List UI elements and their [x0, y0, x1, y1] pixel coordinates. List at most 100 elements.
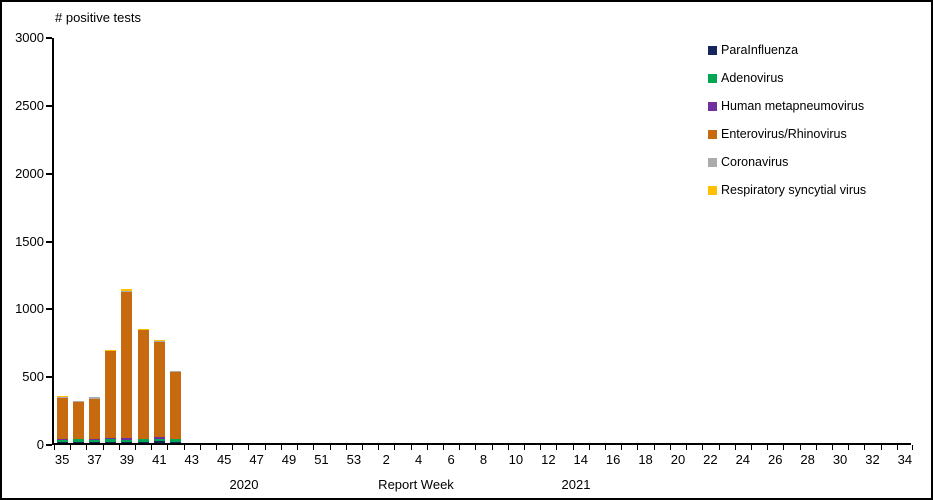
year-label-2021: 2021 — [561, 477, 591, 492]
legend-item-respiratory-syncytial-virus: Respiratory syncytial virus — [708, 176, 866, 204]
x-axis-tick — [880, 445, 882, 450]
x-axis-tick-label: 51 — [314, 452, 329, 467]
x-axis-tick-label: 14 — [573, 452, 588, 467]
bar-week-41 — [153, 339, 165, 443]
x-axis-tick — [410, 445, 412, 450]
legend-swatch-icon — [708, 157, 717, 167]
bar-segment-parainfluenza — [105, 441, 117, 443]
legend-label: ParaInfluenza — [721, 43, 799, 57]
x-axis-tick — [86, 445, 88, 450]
x-axis-tick — [442, 445, 444, 450]
x-axis-title: Report Week — [378, 477, 454, 492]
bar-segment-enterovirus-rhinovirus — [153, 341, 165, 438]
bar-segment-parainfluenza — [56, 441, 68, 443]
bar-segment-respiratory-syncytial-virus — [56, 396, 68, 397]
y-axis-tick — [46, 240, 52, 243]
x-axis-tick — [718, 445, 720, 450]
x-axis-tick — [799, 445, 801, 450]
x-axis-tick-label: 2 — [382, 452, 390, 467]
x-axis-tick-label: 35 — [54, 452, 70, 467]
x-axis-tick — [378, 445, 380, 450]
bar-segment-respiratory-syncytial-virus — [153, 339, 165, 341]
x-axis-tick — [475, 445, 477, 450]
x-axis-tick — [686, 445, 688, 450]
x-axis-tick-label: 45 — [216, 452, 232, 467]
x-axis-tick — [151, 445, 153, 450]
x-axis-tick — [216, 445, 218, 450]
bar-segment-parainfluenza — [170, 441, 182, 443]
bar-segment-coronavirus — [137, 329, 149, 331]
x-axis-tick-label: 28 — [800, 452, 815, 467]
x-axis-tick — [491, 445, 493, 450]
x-axis-tick — [297, 445, 299, 450]
y-axis-tick-label: 0 — [36, 437, 44, 452]
x-axis-tick-label: 34 — [897, 452, 913, 467]
x-axis-tick — [848, 445, 850, 450]
x-axis-tick — [815, 445, 817, 450]
x-axis-tick-label: 39 — [119, 452, 135, 467]
x-axis-tick-label: 30 — [832, 452, 848, 467]
legend-item-human-metapneumovirus: Human metapneumovirus — [708, 92, 866, 120]
x-axis-tick — [329, 445, 331, 450]
bar-segment-enterovirus-rhinovirus — [105, 351, 117, 439]
legend-label: Human metapneumovirus — [721, 99, 865, 113]
x-axis-tick-label: 20 — [670, 452, 686, 467]
legend-swatch-icon — [708, 101, 717, 111]
legend-label: Respiratory syncytial virus — [721, 183, 867, 197]
x-axis-tick — [361, 445, 363, 450]
x-axis-tick-label: 41 — [152, 452, 167, 467]
chart-title: # positive tests — [55, 10, 141, 25]
bar-segment-respiratory-syncytial-virus — [105, 349, 117, 351]
x-axis-tick-label: 32 — [865, 452, 880, 467]
x-axis-tick-label: 10 — [508, 452, 524, 467]
bar-week-39 — [121, 288, 133, 443]
legend-item-enterovirus-rhinovirus: Enterovirus/Rhinovirus — [708, 120, 866, 148]
bar-segment-coronavirus — [89, 397, 101, 399]
bar-segment-parainfluenza — [121, 441, 133, 443]
x-axis-tick-label: 6 — [447, 452, 455, 467]
x-axis-tick — [637, 445, 639, 450]
x-axis-tick — [750, 445, 752, 450]
bar-week-38 — [105, 349, 117, 443]
bar-week-36 — [72, 400, 84, 443]
x-axis-tick — [264, 445, 266, 450]
bar-segment-human-metapneumovirus — [121, 438, 133, 441]
x-axis-tick — [588, 445, 590, 450]
bar-segment-adenovirus — [56, 439, 68, 442]
x-axis-tick — [912, 445, 913, 450]
bar-segment-parainfluenza — [89, 441, 101, 443]
x-axis-tick — [556, 445, 558, 450]
bar-segment-enterovirus-rhinovirus — [72, 401, 84, 439]
legend-swatch-icon — [708, 73, 717, 83]
bar-week-37 — [89, 396, 101, 443]
y-axis-tick — [46, 37, 52, 39]
y-axis-tick — [46, 172, 52, 175]
x-axis-tick-label: 43 — [184, 452, 199, 467]
x-axis-tick — [118, 445, 120, 450]
legend-item-adenovirus: Adenovirus — [708, 64, 866, 92]
plot-area: 0 500 1000 1500 2000 2500 3000 35 37 39 41 43 45 47 49… — [15, 30, 913, 467]
y-axis-tick — [46, 104, 52, 107]
x-axis-tick-label: 8 — [479, 452, 488, 467]
year-label-2020: 2020 — [229, 477, 259, 492]
y-axis-tick-label: 3000 — [15, 30, 44, 45]
x-axis-tick-label: 22 — [703, 452, 718, 467]
bar-segment-coronavirus — [72, 401, 84, 402]
bar-segment-human-metapneumovirus — [89, 438, 101, 440]
x-axis-tick-label: 37 — [87, 452, 102, 467]
bar-segment-adenovirus — [153, 439, 165, 442]
bar-segment-parainfluenza — [153, 441, 165, 443]
x-axis-tick-label: 18 — [638, 452, 653, 467]
x-axis-tick — [199, 445, 201, 450]
legend-swatch-icon — [708, 185, 717, 195]
bar-week-42 — [170, 370, 182, 443]
x-axis-tick — [183, 445, 185, 450]
x-axis-tick — [167, 445, 169, 450]
bar-segment-enterovirus-rhinovirus — [56, 398, 68, 440]
x-axis-tick-label: 47 — [249, 452, 264, 467]
y-axis-tick-label: 1500 — [15, 233, 44, 249]
x-axis-tick — [702, 445, 704, 450]
x-axis-tick — [783, 445, 785, 450]
x-axis-tick-label: 49 — [281, 452, 297, 467]
